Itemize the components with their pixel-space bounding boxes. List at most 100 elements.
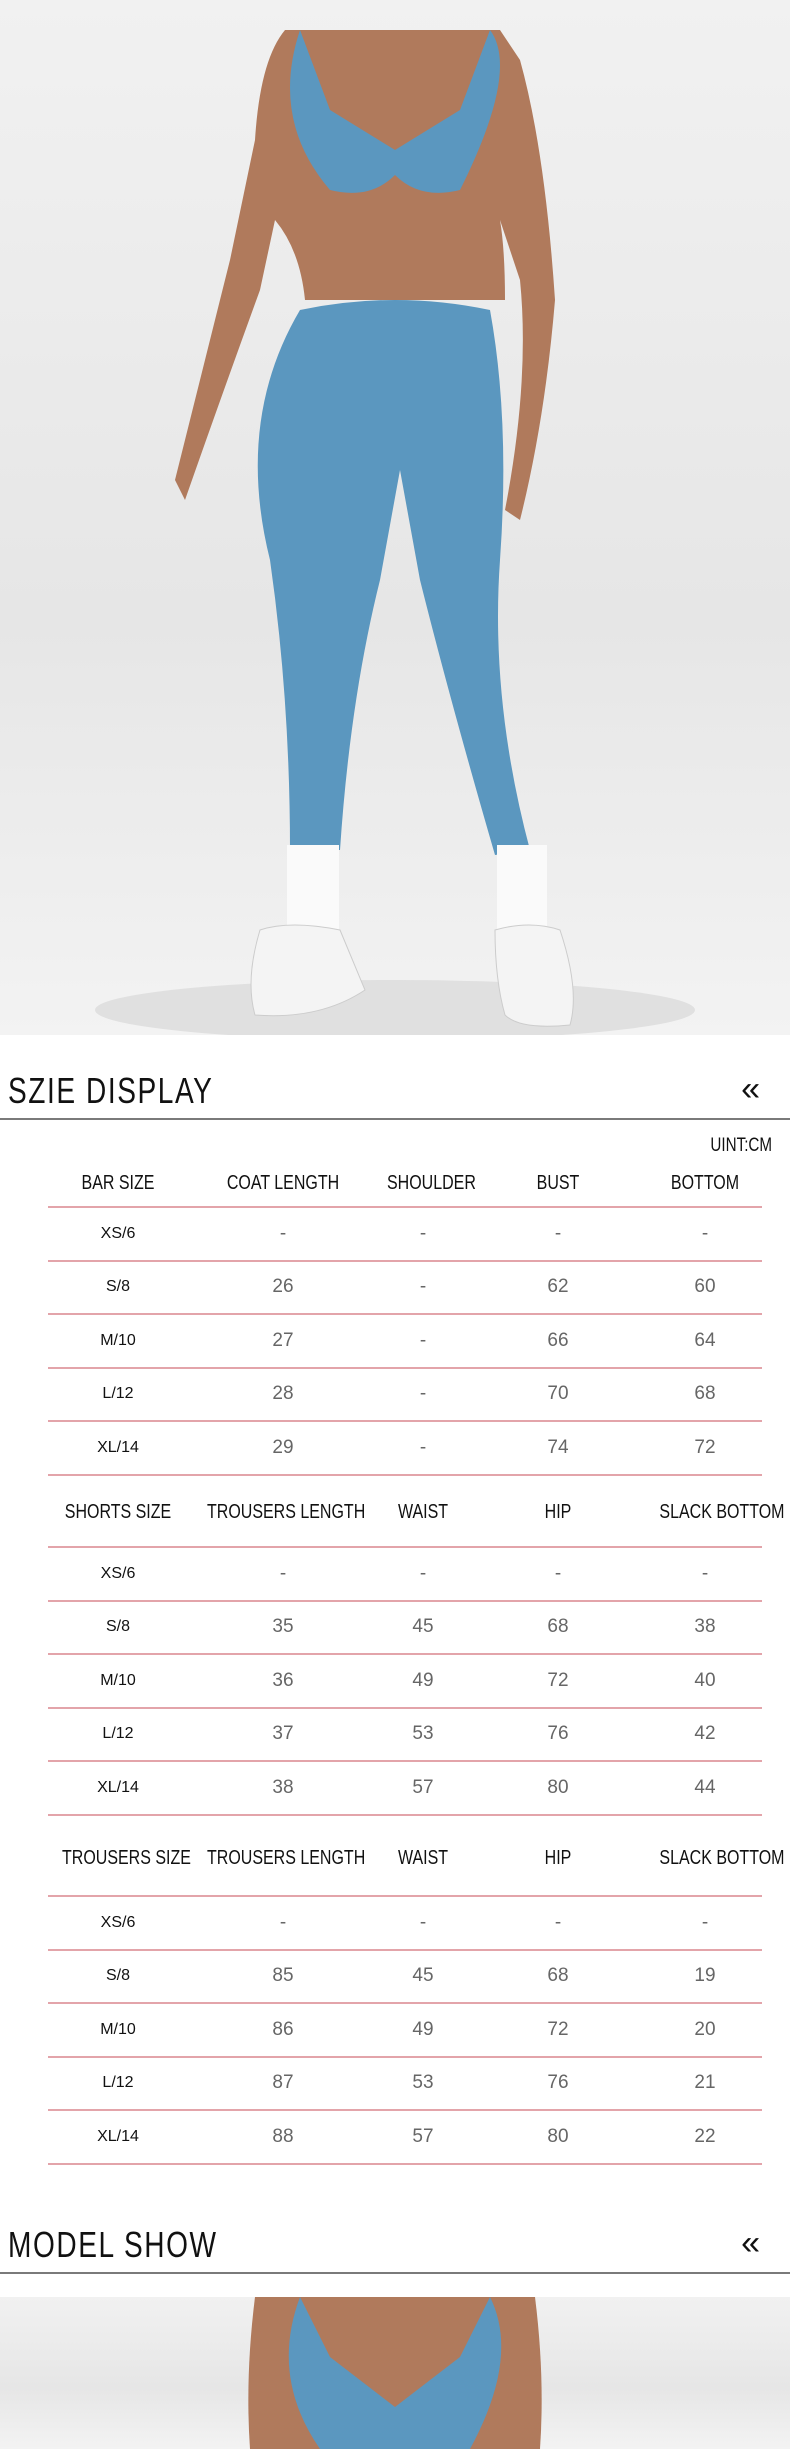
measurement-cell: 85 [272, 1965, 294, 1987]
double-chevron-left-icon[interactable]: « [741, 2224, 760, 2262]
product-photo-bottom [0, 2297, 790, 2449]
column-header: HIP [544, 1846, 572, 1869]
trousers-size-table: TROUSERS SIZE TROUSERS LENGTH WAIST HIP SLAC… [48, 1821, 785, 2165]
measurement-cell: 22 [694, 2125, 716, 2147]
measurement-cell: 45 [412, 1616, 434, 1638]
size-label: L/12 [102, 1725, 134, 1743]
size-label: L/12 [102, 2074, 134, 2092]
measurement-cell: 49 [412, 1669, 434, 1691]
measurement-cell: 87 [272, 2072, 294, 2094]
size-display-header: SZIE DISPLAY « [0, 1035, 790, 1120]
measurement-cell: 42 [694, 1723, 716, 1745]
measurement-cell: 57 [412, 1776, 434, 1798]
column-header: SHOULDER [387, 1171, 476, 1194]
size-label: S/8 [105, 1967, 130, 1985]
measurement-cell: 72 [694, 1436, 716, 1458]
size-label: M/10 [100, 1671, 136, 1689]
model-figure-image [248, 2297, 542, 2449]
measurement-cell: 62 [547, 1276, 569, 1298]
size-label: XL/14 [97, 2127, 139, 2145]
measurement-cell: - [419, 1562, 427, 1584]
size-label: S/8 [105, 1618, 130, 1636]
table-row: XL/14 38 57 80 44 [48, 1762, 762, 1816]
unit-label: UINT:CM [710, 1135, 772, 1156]
table-row: XS/6 - - - - [48, 1548, 762, 1602]
column-header: BAR SIZE [81, 1171, 155, 1194]
measurement-cell: 45 [412, 1965, 434, 1987]
size-label: L/12 [102, 1385, 134, 1403]
measurement-cell: 86 [272, 2018, 294, 2040]
column-header: TROUSERS SIZE [62, 1846, 191, 1869]
measurement-cell: 64 [694, 1329, 716, 1351]
table-row: L/12 87 53 76 21 [48, 2058, 762, 2111]
measurement-cell: 68 [547, 1616, 569, 1638]
measurement-cell: - [419, 1222, 427, 1244]
measurement-cell: 60 [694, 1276, 716, 1298]
measurement-cell: - [419, 1329, 427, 1351]
measurement-cell: 53 [412, 1723, 434, 1745]
table-row: S/8 85 45 68 19 [48, 1951, 762, 2004]
size-label: XS/6 [100, 1564, 136, 1582]
column-header: SLACK BOTTOM [659, 1846, 785, 1869]
measurement-cell: 21 [694, 2072, 716, 2094]
measurement-cell: 49 [412, 2018, 434, 2040]
size-label: S/8 [105, 1278, 130, 1296]
measurement-cell: 88 [272, 2125, 294, 2147]
table-row: S/8 26 - 62 60 [48, 1262, 762, 1315]
measurement-cell: 80 [547, 2125, 569, 2147]
size-label: XL/14 [97, 1778, 139, 1796]
measurement-cell: - [701, 1911, 709, 1933]
measurement-cell: - [279, 1562, 287, 1584]
measurement-cell: - [279, 1222, 287, 1244]
measurement-cell: - [419, 1911, 427, 1933]
shorts-size-table: SHORTS SIZE TROUSERS LENGTH WAIST HIP SLACK … [48, 1479, 785, 1816]
column-header: BOTTOM [670, 1171, 740, 1194]
model-figure-image [95, 30, 695, 1035]
measurement-cell: 40 [694, 1669, 716, 1691]
measurement-cell: - [701, 1562, 709, 1584]
measurement-cell: 53 [412, 2072, 434, 2094]
double-chevron-left-icon[interactable]: « [741, 1070, 760, 1108]
column-header: WAIST [397, 1501, 449, 1523]
measurement-cell: - [554, 1911, 562, 1933]
measurement-cell: 29 [272, 1436, 294, 1458]
size-label: XS/6 [100, 1224, 136, 1242]
column-header: SLACK BOTTOM [659, 1501, 785, 1523]
table-row: M/10 27 - 66 64 [48, 1315, 762, 1369]
measurement-cell: 35 [272, 1616, 294, 1638]
measurement-cell: - [419, 1383, 427, 1405]
measurement-cell: 36 [272, 1669, 294, 1691]
table-row: L/12 37 53 76 42 [48, 1709, 762, 1762]
measurement-cell: 68 [547, 1965, 569, 1987]
measurement-cell: 74 [547, 1436, 569, 1458]
measurement-cell: - [419, 1276, 427, 1298]
measurement-cell: 70 [547, 1383, 569, 1405]
table-row: S/8 35 45 68 38 [48, 1602, 762, 1655]
size-label: XL/14 [97, 1438, 139, 1456]
table-row: XL/14 29 - 74 72 [48, 1422, 762, 1476]
column-header: WAIST [397, 1846, 449, 1869]
column-header: COAT LENGTH [226, 1171, 340, 1194]
measurement-cell: 57 [412, 2125, 434, 2147]
table-row: M/10 86 49 72 20 [48, 2004, 762, 2058]
measurement-cell: - [554, 1222, 562, 1244]
column-header: TROUSERS LENGTH [207, 1846, 366, 1869]
measurement-cell: 38 [272, 1776, 294, 1798]
measurement-cell: - [554, 1562, 562, 1584]
measurement-cell: - [279, 1911, 287, 1933]
size-display-title: SZIE DISPLAY [8, 1070, 214, 1111]
product-photo-top [0, 0, 790, 1035]
measurement-cell: 76 [547, 1723, 569, 1745]
model-show-header: MODEL SHOW « [0, 2190, 790, 2274]
measurement-cell: 66 [547, 1329, 569, 1351]
measurement-cell: 20 [694, 2018, 716, 2040]
measurement-cell: - [419, 1436, 427, 1458]
column-header: TROUSERS LENGTH [207, 1501, 366, 1523]
size-label: M/10 [100, 1331, 136, 1349]
table-row: M/10 36 49 72 40 [48, 1655, 762, 1709]
measurement-cell: 72 [547, 1669, 569, 1691]
table-row: XS/6 - - - - [48, 1208, 762, 1262]
measurement-cell: 44 [694, 1776, 716, 1798]
measurement-cell: 28 [272, 1383, 294, 1405]
column-header: SHORTS SIZE [64, 1501, 172, 1523]
